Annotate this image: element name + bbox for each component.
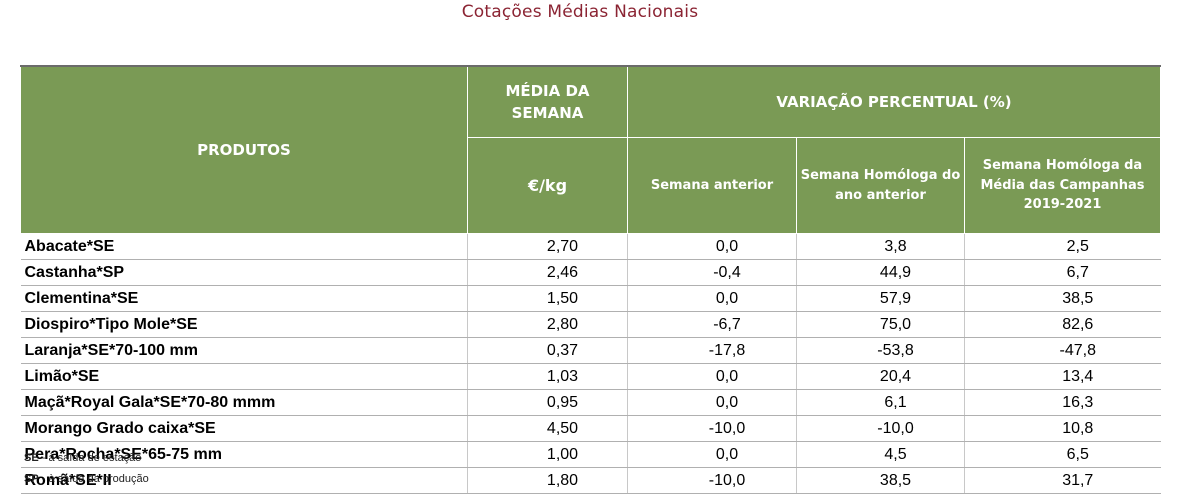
table-row: Pera*Rocha*SE*65-75 mm 1,00 0,0 4,5 6,5 [20,441,1161,468]
var-campanhas: 10,8 [963,415,1161,442]
product-name: Limão*SE [20,363,468,390]
table-row: Maçã*Royal Gala*SE*70-80 mmm 0,95 0,0 6,… [20,389,1161,416]
product-name: Maçã*Royal Gala*SE*70-80 mmm [20,389,468,416]
media-value: 0,37 [467,337,628,364]
var-campanhas: 2,5 [963,233,1161,260]
table-row: Castanha*SP 2,46 -0,4 44,9 6,7 [20,259,1161,286]
header-semana-anterior: Semana anterior [627,137,797,234]
var-homologa: -53,8 [796,337,965,364]
media-value: 1,03 [467,363,628,390]
var-campanhas: 6,5 [963,441,1161,468]
var-homologa: 20,4 [796,363,965,390]
table-row: Laranja*SE*70-100 mm 0,37 -17,8 -53,8 -4… [20,337,1161,364]
var-homologa: 44,9 [796,259,965,286]
header-variacao-percentual: VARIAÇÃO PERCENTUAL (%) [626,65,1162,138]
media-value: 2,80 [467,311,628,338]
var-campanhas: 13,4 [963,363,1161,390]
var-campanhas: 6,7 [963,259,1161,286]
var-anterior: -0,4 [627,259,797,286]
table-row: Clementina*SE 1,50 0,0 57,9 38,5 [20,285,1161,312]
var-homologa: -10,0 [796,415,965,442]
media-value: 1,50 [467,285,628,312]
media-value: 4,50 [467,415,628,442]
media-value: 2,70 [467,233,628,260]
var-homologa: 4,5 [796,441,965,468]
footnote-text: - à saída da produção [38,473,149,485]
table-row: Abacate*SE 2,70 0,0 3,8 2,5 [20,233,1161,260]
var-anterior: -10,0 [627,415,797,442]
var-campanhas: 38,5 [963,285,1161,312]
var-anterior: -6,7 [627,311,797,338]
header-unit: €/kg [467,137,628,234]
var-campanhas: 31,7 [963,467,1161,494]
product-name: Laranja*SE*70-100 mm [20,337,468,364]
prices-table: PRODUTOS MÉDIA DA SEMANA VARIAÇÃO PERCEN… [20,65,1162,494]
media-value: 1,80 [467,467,628,494]
var-homologa: 57,9 [796,285,965,312]
footnote-code: SE [24,452,39,464]
var-anterior: -17,8 [627,337,797,364]
table-row: Romã*SE*II 1,80 -10,0 38,5 31,7 [20,467,1161,494]
product-name: Castanha*SP [20,259,468,286]
table-row: Morango Grado caixa*SE 4,50 -10,0 -10,0 … [20,415,1161,442]
var-anterior: 0,0 [627,285,797,312]
product-name: Diospiro*Tipo Mole*SE [20,311,468,338]
var-anterior: 0,0 [627,233,797,260]
product-name: Pera*Rocha*SE*65-75 mm [20,441,468,468]
media-value: 2,46 [467,259,628,286]
header-semana-homologa-media: Semana Homóloga da Média das Campanhas 2… [963,137,1162,234]
var-campanhas: 82,6 [963,311,1161,338]
footnote-se: SE - à saída de estação [24,452,141,464]
footnote-text: - à saída de estação [38,452,142,464]
var-campanhas: -47,8 [963,337,1161,364]
footnote-sp: SP - à saída da produção [24,473,149,485]
product-name: Abacate*SE [20,233,468,260]
product-name: Morango Grado caixa*SE [20,415,468,442]
page-title: Cotações Médias Nacionais [461,2,699,22]
var-anterior: -10,0 [627,467,797,494]
var-homologa: 75,0 [796,311,965,338]
header-produtos: PRODUTOS [20,65,468,234]
table-row: Diospiro*Tipo Mole*SE 2,80 -6,7 75,0 82,… [20,311,1161,338]
product-name: Clementina*SE [20,285,468,312]
var-anterior: 0,0 [627,441,797,468]
footnote-code: SP [24,473,39,485]
var-homologa: 3,8 [796,233,965,260]
var-anterior: 0,0 [627,363,797,390]
product-name: Romã*SE*II [20,467,468,494]
header-semana-homologa: Semana Homóloga do ano anterior [796,137,965,234]
var-anterior: 0,0 [627,389,797,416]
media-value: 1,00 [467,441,628,468]
header-media-semana: MÉDIA DA SEMANA [467,65,628,138]
var-homologa: 6,1 [796,389,965,416]
table-row: Limão*SE 1,03 0,0 20,4 13,4 [20,363,1161,390]
var-campanhas: 16,3 [963,389,1161,416]
media-value: 0,95 [467,389,628,416]
var-homologa: 38,5 [796,467,965,494]
